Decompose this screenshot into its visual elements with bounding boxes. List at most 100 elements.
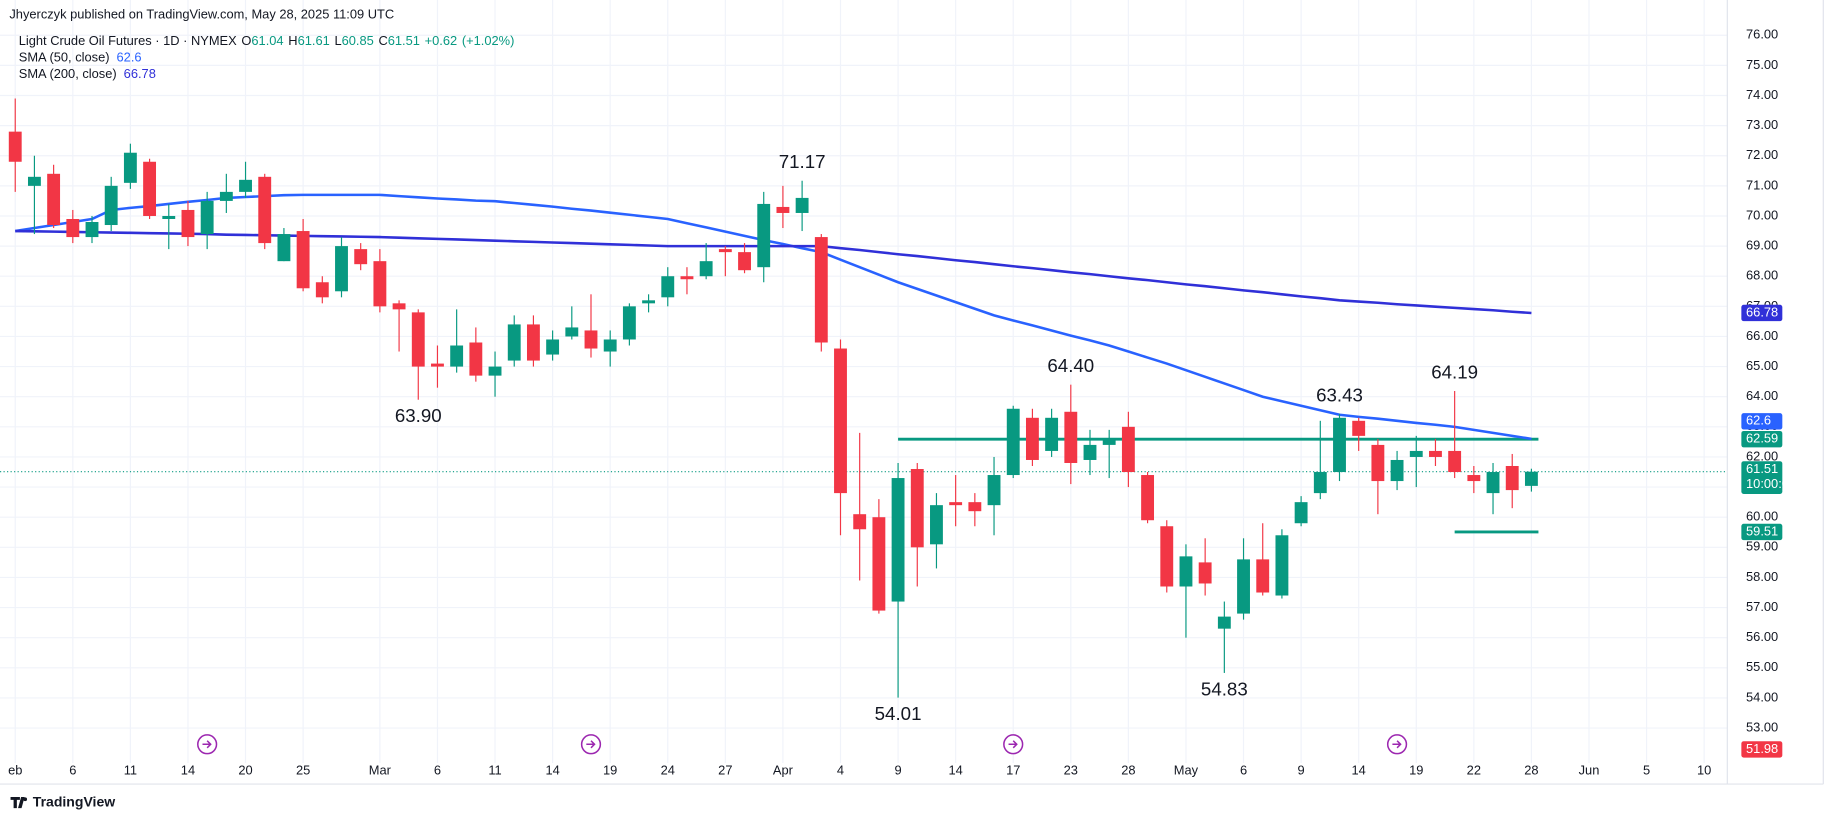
x-tick-label: 28 — [1121, 763, 1135, 778]
x-tick-label: 9 — [894, 763, 901, 778]
price-tag — [1741, 741, 1783, 758]
candle-body — [1256, 559, 1270, 593]
candle-body — [795, 197, 809, 213]
legend-high: 61.61 — [298, 34, 330, 49]
candle-body — [1352, 420, 1366, 436]
candle — [123, 143, 137, 189]
logo-dot — [23, 797, 28, 802]
legend-low: 60.85 — [342, 34, 374, 49]
candle — [315, 276, 329, 304]
candle-body — [910, 469, 924, 548]
candle-body — [354, 249, 368, 265]
candle — [335, 237, 348, 298]
symbol-legend: Light Crude Oil Futures · 1D · NYMEX O61.… — [19, 34, 515, 49]
x-tick-label: 14 — [948, 763, 962, 778]
x-tick-label: eb — [8, 763, 22, 778]
candle-body — [469, 342, 483, 376]
price-tag-label: 51.98 — [1746, 741, 1778, 756]
price-annotation: 54.01 — [875, 703, 922, 724]
x-tick-label: 19 — [1409, 763, 1423, 778]
legend-close: 61.51 — [388, 34, 420, 49]
candle — [1505, 453, 1519, 509]
candle-body — [200, 200, 214, 235]
candle — [296, 218, 310, 292]
candle — [85, 215, 99, 244]
candle — [1486, 462, 1500, 515]
y-tick-label: 65.00 — [1746, 358, 1778, 373]
candle-body — [1275, 535, 1289, 596]
candle — [104, 176, 118, 232]
candle — [738, 243, 751, 274]
candle-body — [123, 152, 137, 183]
y-tick-label: 54.00 — [1746, 689, 1778, 704]
candle-body — [1006, 408, 1020, 476]
candle-body — [1390, 459, 1404, 482]
legend-entry: SMA (200, close) — [19, 66, 117, 81]
candle-body — [258, 176, 272, 244]
x-tick-label: 11 — [124, 763, 137, 778]
candle-body — [872, 517, 886, 611]
candle-body — [1064, 411, 1078, 463]
y-tick-label: 76.00 — [1746, 27, 1778, 42]
y-tick-label: 57.00 — [1746, 599, 1778, 614]
candle — [1294, 496, 1308, 527]
event-icon — [197, 734, 218, 755]
x-tick-label: 17 — [1006, 763, 1020, 778]
candle — [1141, 472, 1155, 524]
price-annotation: 63.43 — [1316, 384, 1363, 405]
candle — [181, 200, 195, 247]
candle — [27, 155, 41, 235]
candle-body — [584, 330, 598, 349]
candle-body — [546, 339, 560, 355]
candle-body — [1121, 426, 1135, 473]
candle — [1352, 417, 1366, 451]
candle — [277, 228, 291, 262]
price-tag — [1741, 461, 1783, 494]
candle-body — [392, 303, 406, 310]
candle-body — [949, 502, 963, 506]
candle — [1467, 465, 1481, 494]
candle — [987, 456, 1001, 536]
x-tick-label: 24 — [661, 763, 675, 778]
candle-body — [1294, 502, 1308, 524]
y-tick-label: 56.00 — [1746, 629, 1778, 644]
candle-body — [1045, 417, 1059, 451]
x-tick-label: 6 — [434, 763, 441, 778]
candle — [891, 462, 905, 698]
x-tick-label: 6 — [1240, 763, 1247, 778]
candle-body — [1313, 472, 1327, 494]
candle-body — [1467, 475, 1481, 482]
event-icon — [1003, 734, 1024, 755]
candle — [565, 306, 579, 340]
y-tick-label: 70.00 — [1746, 207, 1778, 222]
price-tag-label: 62.6 — [1746, 413, 1771, 428]
candle-body — [431, 363, 444, 367]
sma-legend: SMA (200, close) 66.78 — [19, 66, 156, 81]
candle — [66, 209, 80, 244]
candle — [814, 234, 828, 352]
candle-body — [1102, 438, 1116, 445]
price-tag — [1741, 430, 1783, 448]
candle — [1524, 468, 1538, 492]
candle-body — [603, 339, 617, 352]
candle-body — [277, 234, 291, 262]
legend-entry: SMA (50, close) — [19, 50, 110, 65]
candle-body — [661, 276, 675, 298]
candle — [47, 164, 61, 229]
candle — [1333, 413, 1346, 482]
candle-body — [104, 185, 118, 226]
candle — [143, 158, 157, 219]
candle-body — [1237, 559, 1250, 614]
y-tick-label: 60.00 — [1746, 509, 1778, 524]
candle-body — [891, 478, 905, 602]
candle-body — [642, 300, 656, 304]
candle-body — [488, 366, 502, 376]
price-annotation: 54.83 — [1201, 678, 1248, 699]
candle-body — [85, 222, 99, 238]
legend-value: 62.6 — [117, 50, 142, 65]
x-tick-label: 10 — [1697, 763, 1711, 778]
candle-body — [680, 276, 694, 280]
x-tick-label: 14 — [1352, 763, 1366, 778]
